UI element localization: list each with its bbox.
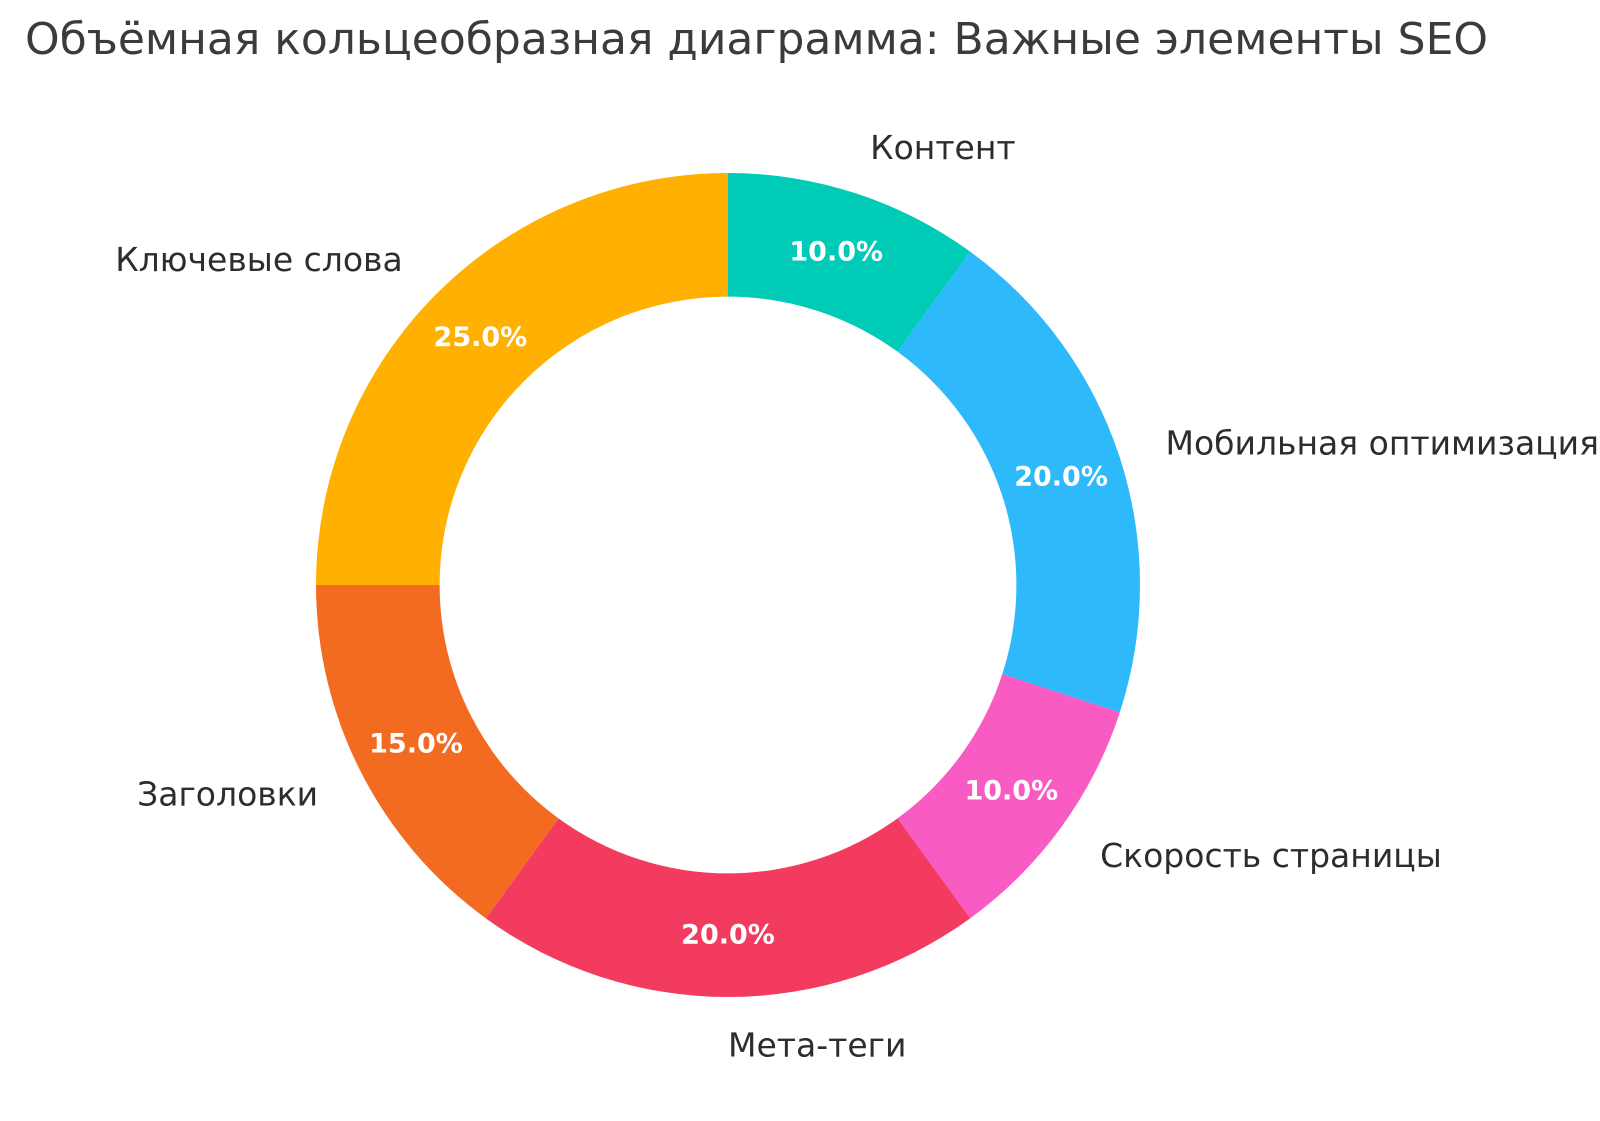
chart-title: Объёмная кольцеобразная диаграмма: Важны… (25, 14, 1488, 65)
slice-percent-label: 10.0% (964, 775, 1058, 806)
donut-segment-5[interactable] (316, 173, 728, 585)
donut-segment-4[interactable] (316, 585, 559, 919)
slice-category-label: Мобильная оптимизация (1165, 423, 1598, 462)
slice-category-label: Ключевые слова (115, 240, 403, 279)
slice-category-label: Контент (870, 128, 1016, 167)
donut-segment-3[interactable] (485, 818, 971, 997)
donut-segment-0[interactable] (728, 173, 971, 352)
slice-percent-label: 20.0% (681, 920, 775, 951)
slice-percent-label: 20.0% (1014, 461, 1108, 492)
slice-percent-label: 10.0% (789, 236, 883, 267)
donut-segment-2[interactable] (897, 674, 1120, 919)
donut-segment-1[interactable] (897, 251, 1140, 713)
slice-category-label: Заголовки (137, 774, 318, 813)
slice-category-label: Мета-теги (728, 1026, 906, 1065)
slice-percent-label: 25.0% (434, 322, 528, 353)
slice-percent-label: 15.0% (369, 728, 463, 759)
slice-category-label: Скорость страницы (1100, 836, 1442, 875)
